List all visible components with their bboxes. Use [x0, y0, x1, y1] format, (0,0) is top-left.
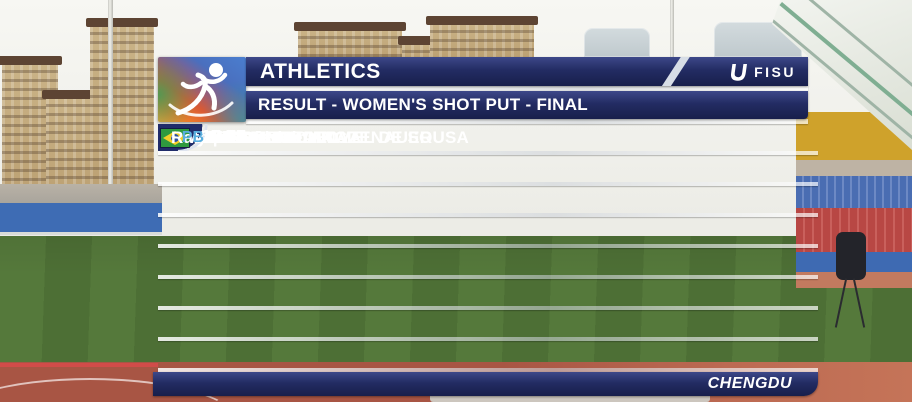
- athlete-name: Rafaela Cristine MACIEL DE SOUSA: [171, 127, 469, 147]
- mark-value: 17.32: [200, 127, 246, 147]
- mark-value: 18.56: [200, 127, 246, 147]
- track-lane-line: [0, 378, 240, 402]
- separator: [158, 213, 818, 217]
- athletics-pictogram-icon: [158, 57, 246, 122]
- event-subtitle: RESULT - WOMEN'S SHOT PUT - FINAL: [258, 95, 588, 114]
- track-edge-line: [0, 363, 158, 367]
- title-bar: ATHLETICS FISU: [246, 57, 808, 86]
- fisu-logo: FISU: [728, 62, 796, 82]
- light-pole: [670, 0, 674, 57]
- grass-field: [0, 236, 912, 364]
- separator: [158, 306, 818, 310]
- athlete-name: Miryam Katharina MAZENAUER: [171, 127, 433, 147]
- stands-crowd: [796, 160, 912, 176]
- br-flag-icon: [161, 128, 189, 147]
- glass-building: [584, 28, 650, 57]
- separator: [246, 119, 808, 124]
- separator: [158, 275, 818, 279]
- separator: [158, 151, 818, 155]
- separator: [158, 337, 818, 341]
- stands-blue: [796, 176, 912, 208]
- building: [86, 18, 158, 194]
- building: [294, 22, 406, 57]
- athlete-name: Bandeira ELIANA: [171, 127, 315, 147]
- mark-value: 17.47: [200, 127, 246, 147]
- mark-value: 16.78: [200, 127, 246, 147]
- event-subtitle-bar: RESULT - WOMEN'S SHOT PUT - FINAL: [246, 91, 808, 119]
- building: [426, 16, 538, 57]
- mark-value: 16.85: [200, 127, 246, 147]
- light-pole: [108, 0, 113, 196]
- host-city-label: CHENGDU: [707, 375, 792, 392]
- separator: [246, 86, 808, 91]
- fisu-label: FISU: [754, 64, 796, 80]
- concrete-strip: [430, 393, 710, 402]
- athlete-name: Malika NASRIDDINOVA: [171, 127, 362, 147]
- separator: [158, 182, 818, 186]
- barrier-left: [0, 203, 162, 235]
- mark-value: 16.70: [200, 127, 246, 147]
- camera-operator: [836, 232, 866, 280]
- sport-title: ATHLETICS: [260, 59, 381, 83]
- fisu-u-icon: [731, 63, 748, 81]
- title-notch: [659, 57, 692, 86]
- footer-bar: CHENGDU: [153, 372, 818, 396]
- mark-value: 16.78: [200, 127, 246, 147]
- note-badge: PB: [181, 128, 204, 146]
- building: [398, 36, 434, 57]
- building: [42, 90, 94, 194]
- athlete-name: Lea Viktoria RIEDEL: [171, 127, 338, 147]
- separator: [158, 368, 818, 372]
- stands-left: [0, 184, 162, 204]
- separator: [158, 244, 818, 248]
- mark-value: 16.33: [200, 127, 246, 147]
